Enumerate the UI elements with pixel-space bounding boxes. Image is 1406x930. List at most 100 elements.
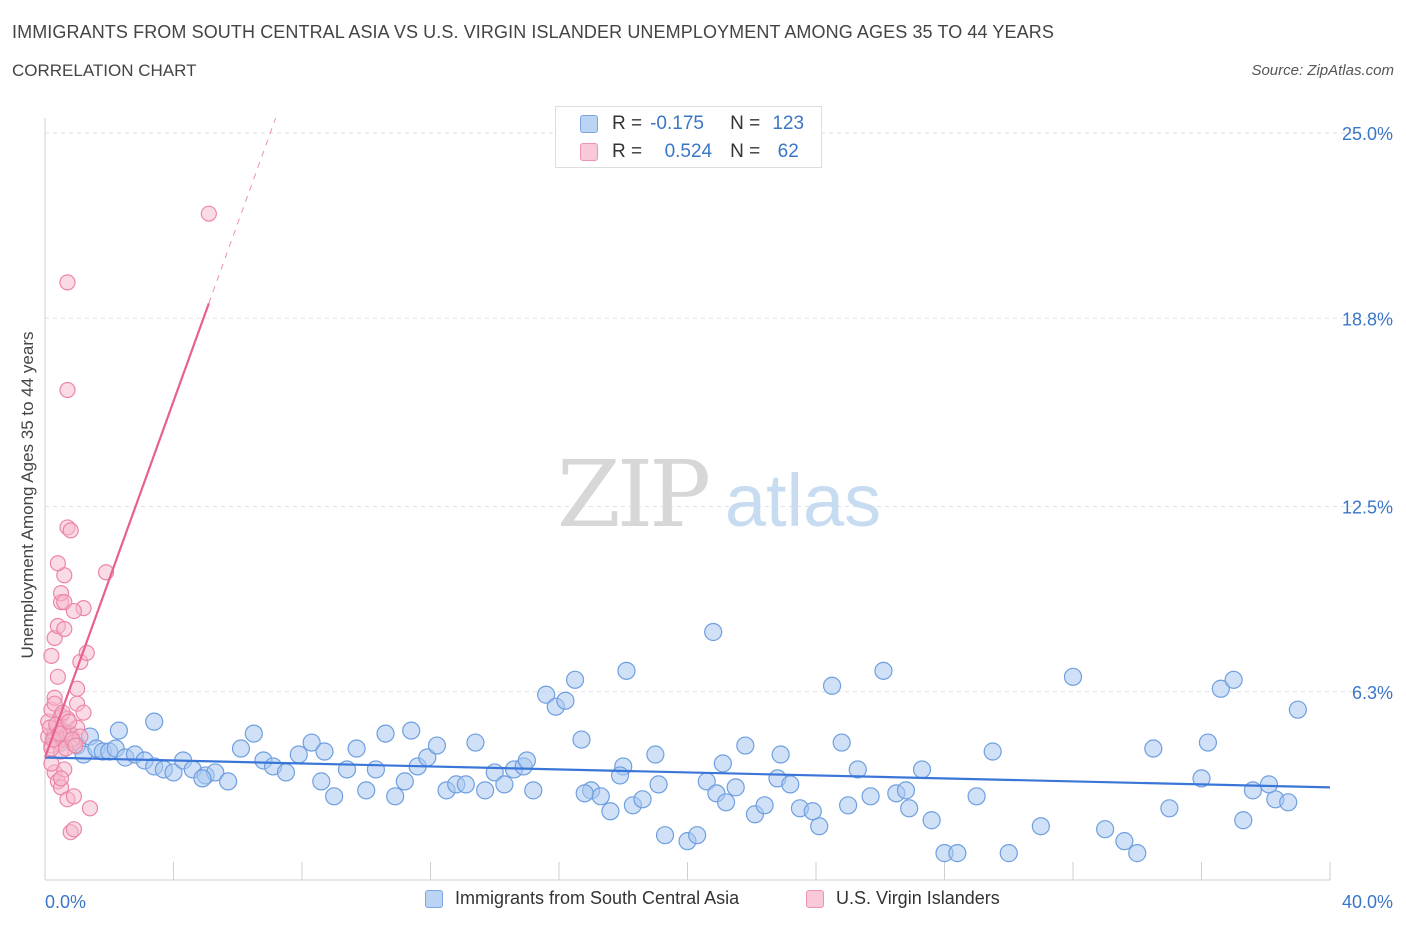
- trend-line-virgin-islanders: [43, 302, 210, 758]
- point-immigrants-85: [948, 844, 967, 863]
- y-axis-label: Unemployment Among Ages 35 to 44 years: [18, 332, 37, 659]
- point-immigrants-118: [922, 811, 941, 830]
- point-immigrants-64: [688, 826, 707, 845]
- series-immigrants-points: [45, 622, 1307, 863]
- y-tick-label-1: 12.5%: [1342, 498, 1393, 518]
- point-virgin-islanders-61: [65, 788, 83, 805]
- point-immigrants-68: [726, 778, 745, 797]
- point-immigrants-21: [231, 739, 251, 758]
- point-immigrants-100: [1288, 700, 1307, 719]
- r-value-series1: -0.175: [650, 113, 704, 134]
- point-immigrants-111: [575, 784, 594, 803]
- point-immigrants-95: [1211, 679, 1230, 698]
- point-immigrants-87: [999, 844, 1018, 863]
- point-immigrants-25: [276, 763, 296, 782]
- legend-item-virgin-islanders[interactable]: U.S. Virgin Islanders: [806, 888, 1000, 909]
- point-immigrants-52: [556, 691, 575, 710]
- point-virgin-islanders-56: [60, 713, 78, 730]
- point-immigrants-78: [848, 760, 867, 779]
- point-immigrants-99: [1279, 793, 1298, 812]
- point-immigrants-73: [781, 775, 800, 794]
- chart-title: IMMIGRANTS FROM SOUTH CENTRAL ASIA VS U.…: [12, 22, 1054, 42]
- point-virgin-islanders-40: [65, 821, 83, 838]
- point-immigrants-77: [839, 796, 858, 815]
- n-value-series2: 62: [777, 141, 799, 162]
- point-immigrants-120: [1115, 832, 1134, 851]
- point-virgin-islanders-60: [52, 770, 70, 787]
- point-immigrants-92: [1144, 739, 1163, 758]
- point-virgin-islanders-41: [81, 800, 99, 817]
- point-virgin-islanders-47: [65, 602, 83, 620]
- point-immigrants-49: [524, 781, 543, 800]
- x-tick-label-max: 40.0%: [1342, 892, 1393, 912]
- point-immigrants-89: [1063, 667, 1083, 686]
- point-immigrants-57: [601, 802, 620, 821]
- point-immigrants-27: [302, 733, 321, 752]
- point-immigrants-80: [874, 661, 893, 680]
- point-immigrants-117: [896, 781, 916, 800]
- point-immigrants-116: [832, 733, 851, 752]
- trend-lines: [43, 117, 1331, 789]
- legend-item-immigrants[interactable]: Immigrants from South Central Asia: [425, 888, 739, 909]
- point-immigrants-15: [164, 763, 183, 782]
- point-immigrants-34: [376, 724, 395, 743]
- point-immigrants-36: [395, 772, 414, 791]
- point-immigrants-61: [646, 745, 665, 764]
- point-immigrants-101: [1259, 775, 1279, 794]
- point-immigrants-82: [900, 799, 919, 818]
- point-immigrants-71: [755, 796, 774, 815]
- point-immigrants-122: [1234, 811, 1253, 830]
- point-virgin-islanders-49: [75, 704, 92, 721]
- bottom-legend: Immigrants from South Central Asia U.S. …: [0, 888, 1406, 916]
- point-immigrants-69: [736, 736, 755, 755]
- point-virgin-islanders-33: [200, 205, 217, 222]
- point-immigrants-35: [386, 787, 405, 806]
- watermark: ZIP atlas: [557, 441, 881, 548]
- legend-label-virgin-islanders: U.S. Virgin Islanders: [836, 888, 1000, 908]
- point-immigrants-43: [466, 733, 485, 752]
- point-immigrants-56: [591, 787, 610, 806]
- n-label: N =: [730, 141, 761, 162]
- r-value-series2: 0.524: [664, 141, 713, 162]
- point-virgin-islanders-32: [59, 381, 76, 399]
- point-immigrants-103: [145, 712, 164, 731]
- point-immigrants-112: [610, 766, 630, 785]
- n-label: N =: [730, 113, 761, 134]
- legend-label-immigrants: Immigrants from South Central Asia: [455, 888, 740, 908]
- correlation-legend: R = -0.175 N = 123 R = 0.524 N = 62: [555, 106, 822, 168]
- point-immigrants-90: [1096, 820, 1115, 839]
- point-virgin-islanders-29: [49, 555, 66, 572]
- watermark-zip: ZIP: [557, 441, 708, 548]
- point-immigrants-121: [1198, 733, 1218, 752]
- point-immigrants-107: [193, 769, 212, 788]
- r-label: R =: [612, 113, 643, 134]
- point-immigrants-53: [565, 670, 585, 689]
- point-immigrants-83: [912, 760, 932, 779]
- point-immigrants-113: [713, 754, 732, 773]
- point-immigrants-33: [366, 760, 385, 779]
- point-immigrants-79: [861, 787, 880, 806]
- point-virgin-islanders-58: [67, 737, 84, 754]
- point-immigrants-104: [617, 661, 636, 680]
- point-immigrants-76: [822, 676, 842, 695]
- point-immigrants-39: [427, 736, 447, 755]
- point-immigrants-86: [967, 787, 986, 806]
- point-virgin-islanders-31: [59, 274, 76, 291]
- legend-swatch-pink: [806, 889, 824, 908]
- y-tick-label-2: 18.8%: [1342, 309, 1393, 329]
- point-immigrants-22: [244, 724, 263, 743]
- point-immigrants-106: [649, 775, 668, 794]
- point-immigrants-60: [633, 790, 652, 809]
- point-immigrants-31: [347, 739, 366, 758]
- point-virgin-islanders-44: [49, 668, 66, 685]
- point-virgin-islanders-17: [43, 647, 60, 665]
- point-immigrants-93: [1160, 799, 1179, 818]
- point-virgin-islanders-59: [43, 755, 60, 772]
- corr-row-series2: R = 0.524 N = 62: [580, 140, 808, 164]
- point-immigrants-96: [1224, 670, 1243, 689]
- chart-subtitle: CORRELATION CHART: [12, 61, 197, 80]
- point-immigrants-67: [716, 793, 736, 812]
- tick-labels: 6.3% 12.5% 18.8% 25.0% 0.0% 40.0%: [45, 124, 1393, 912]
- point-immigrants-28: [312, 772, 331, 791]
